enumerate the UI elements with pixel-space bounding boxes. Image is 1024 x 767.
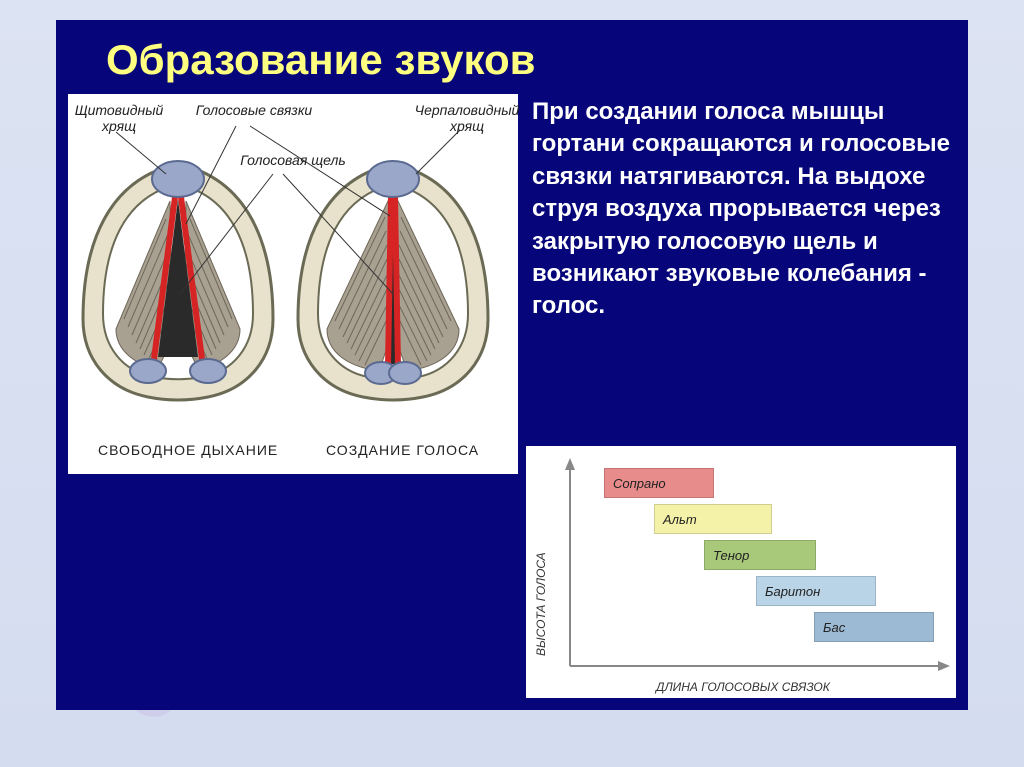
slide-title: Образование звуков xyxy=(106,36,535,84)
axis-label-y: ВЫСОТА ГОЛОСА xyxy=(534,552,548,656)
voice-chart-panel: Сопрано Альт Тенор Баритон Бас ВЫСОТА ГОЛОСА… xyxy=(526,446,956,698)
voice-box-баритон: Баритон xyxy=(756,576,876,606)
label-thyroid: Щитовидныйхрящ xyxy=(74,102,164,134)
larynx-diagram-panel: Щитовидныйхрящ Голосовые связки Черпалов… xyxy=(68,94,518,474)
voice-chart-svg xyxy=(526,446,956,698)
voice-box-сопрано: Сопрано xyxy=(604,468,714,498)
label-glottis: Голосовая щель xyxy=(228,152,358,168)
axis-label-x: ДЛИНА ГОЛОСОВЫХ СВЯЗОК xyxy=(656,680,830,694)
label-arytenoid: Черпаловидныйхрящ xyxy=(412,102,522,134)
caption-voice-creation: СОЗДАНИЕ ГОЛОСА xyxy=(326,442,479,458)
body-text: При создании голоса мышцы гортани сокращ… xyxy=(532,96,952,323)
voice-box-тенор: Тенор xyxy=(704,540,816,570)
larynx-svg xyxy=(68,94,518,434)
caption-free-breathing: СВОБОДНОЕ ДЫХАНИЕ xyxy=(98,442,278,458)
slide: Образование звуков xyxy=(56,20,968,710)
voice-box-бас: Бас xyxy=(814,612,934,642)
voice-box-альт: Альт xyxy=(654,504,772,534)
label-vocal-cords: Голосовые связки xyxy=(184,102,324,118)
